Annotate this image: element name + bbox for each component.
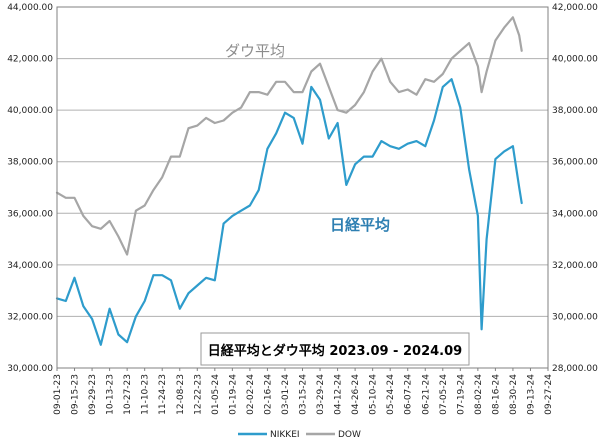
x-tick-label: 10-27-23 bbox=[123, 374, 133, 415]
x-tick-label: 06-21-24 bbox=[421, 374, 431, 415]
y-right-tick-label: 40,000.00 bbox=[552, 55, 598, 65]
x-tick-label: 09-13-24 bbox=[526, 374, 536, 415]
dow-annotation: ダウ平均 bbox=[225, 42, 285, 60]
legend-label-dow: DOW bbox=[338, 430, 361, 440]
x-tick-label: 05-24-24 bbox=[386, 374, 396, 415]
y-right-tick-label: 36,000.00 bbox=[552, 158, 598, 168]
plot-border bbox=[56, 6, 549, 369]
y-left-tick-label: 36,000.00 bbox=[7, 209, 53, 219]
x-tick-label: 01-19-24 bbox=[228, 374, 238, 415]
x-tick-label: 08-16-24 bbox=[491, 374, 501, 415]
left-axis: 30,000.00 32,000.00 34,000.00 36,000.00 38,0… bbox=[7, 3, 53, 374]
x-tick-label: 09-15-23 bbox=[71, 374, 81, 415]
x-tick-label: 03-01-24 bbox=[281, 374, 291, 415]
y-right-tick-label: 28,000.00 bbox=[552, 364, 598, 374]
x-tick-label: 02-02-24 bbox=[246, 374, 256, 415]
x-tick-label: 03-29-24 bbox=[316, 374, 326, 415]
chart-title: 日経平均とダウ平均 2023.09 - 2024.09 bbox=[208, 343, 462, 359]
y-left-tick-label: 38,000.00 bbox=[7, 158, 53, 168]
x-tick-label: 07-19-24 bbox=[456, 374, 466, 415]
y-left-tick-label: 30,000.00 bbox=[7, 364, 53, 374]
x-tick-label: 11-24-23 bbox=[158, 374, 168, 415]
y-right-tick-label: 32,000.00 bbox=[552, 261, 598, 271]
y-left-tick-label: 44,000.00 bbox=[7, 3, 53, 13]
x-axis: 09-01-23 09-15-23 09-29-23 10-13-23 10-27-23… bbox=[53, 368, 554, 415]
x-tick-label: 09-27-24 bbox=[544, 374, 554, 415]
x-tick-label: 07-05-24 bbox=[439, 374, 449, 415]
right-axis: 28,000.00 30,000.00 32,000.00 34,000.00 36,0… bbox=[552, 3, 598, 374]
y-right-tick-label: 42,000.00 bbox=[552, 3, 598, 13]
legend-label-nikkei: NIKKEI bbox=[270, 430, 300, 440]
nikkei-annotation: 日経平均 bbox=[330, 216, 390, 234]
y-left-tick-label: 40,000.00 bbox=[7, 106, 53, 116]
x-tick-label: 11-10-23 bbox=[141, 374, 151, 415]
x-tick-label: 04-26-24 bbox=[351, 374, 361, 415]
grid-lines bbox=[57, 58, 548, 317]
series-lines bbox=[55, 16, 523, 346]
y-left-tick-label: 42,000.00 bbox=[7, 55, 53, 65]
y-left-tick-label: 34,000.00 bbox=[7, 261, 53, 271]
y-right-tick-label: 30,000.00 bbox=[552, 312, 598, 322]
y-right-tick-label: 38,000.00 bbox=[552, 106, 598, 116]
y-left-tick-label: 32,000.00 bbox=[7, 312, 53, 322]
x-tick-label: 10-13-23 bbox=[106, 374, 116, 415]
x-tick-label: 04-12-24 bbox=[334, 374, 344, 415]
x-tick-label: 03-15-24 bbox=[299, 374, 309, 415]
x-tick-label: 12-22-23 bbox=[193, 374, 203, 415]
x-tick-label: 12-08-23 bbox=[176, 374, 186, 415]
x-tick-label: 08-02-24 bbox=[474, 374, 484, 415]
x-tick-label: 09-29-23 bbox=[88, 374, 98, 415]
series-line-nikkei bbox=[55, 78, 523, 346]
x-tick-label: 09-01-23 bbox=[53, 374, 63, 415]
x-tick-label: 01-05-24 bbox=[211, 374, 221, 415]
title-box-frame bbox=[200, 332, 470, 366]
y-right-tick-label: 34,000.00 bbox=[552, 209, 598, 219]
x-tick-label: 05-10-24 bbox=[369, 374, 379, 415]
x-tick-label: 02-16-24 bbox=[263, 374, 273, 415]
title-box: 日経平均とダウ平均 2023.09 - 2024.09 bbox=[200, 332, 470, 366]
x-tick-label: 06-07-24 bbox=[404, 374, 414, 415]
plot-area bbox=[57, 7, 548, 368]
x-tick-label: 08-30-24 bbox=[509, 374, 519, 415]
series-line-dow bbox=[55, 16, 523, 256]
legend: NIKKEI DOW bbox=[238, 430, 361, 440]
